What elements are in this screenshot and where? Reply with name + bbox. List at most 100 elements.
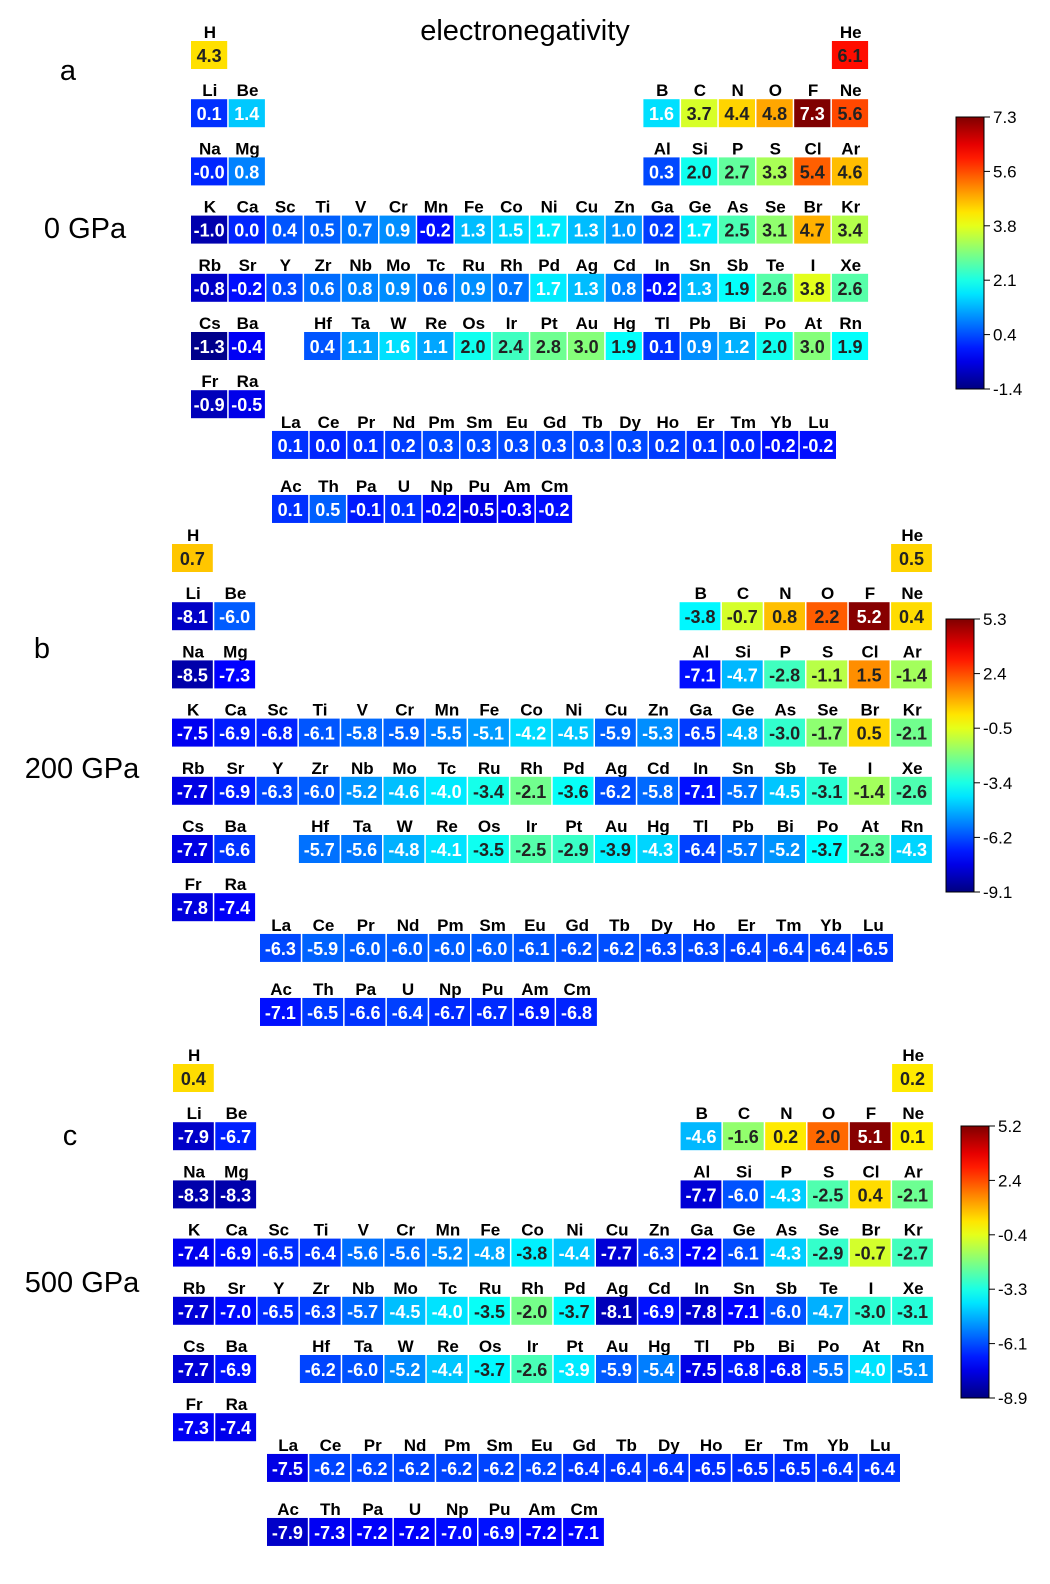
value-swatch	[556, 933, 597, 962]
value-swatch	[384, 1296, 426, 1325]
value-swatch	[215, 1296, 257, 1325]
value-swatch	[722, 1355, 764, 1383]
colorbar-tick-label: 0.4	[993, 326, 1017, 345]
element-symbol: Pa	[356, 477, 377, 496]
element-cell-V: V 0.7	[341, 198, 378, 244]
element-cell-Rh: Rh -2.1	[510, 759, 552, 805]
element-symbol: Cu	[605, 701, 628, 720]
element-value: 0.4	[272, 221, 297, 241]
element-cell-Na: Na -0.0	[191, 139, 228, 186]
element-cell-Kr: Kr -2.1	[891, 701, 932, 747]
colorbar-tick-label: 2.1	[993, 271, 1017, 290]
value-swatch	[595, 776, 636, 805]
element-cell-Kr: Kr -2.7	[892, 1221, 933, 1267]
element-value: 0.8	[347, 279, 372, 299]
element-value: 1.1	[347, 337, 372, 357]
element-symbol: Nd	[393, 413, 416, 432]
element-value: -6.9	[519, 1003, 550, 1023]
element-symbol: Sc	[275, 198, 296, 217]
element-symbol: Po	[818, 1337, 840, 1356]
value-swatch	[468, 776, 509, 805]
value-swatch	[794, 157, 831, 186]
element-value: -7.7	[177, 840, 208, 860]
value-swatch	[267, 1517, 308, 1546]
element-value: -6.3	[305, 1302, 336, 1322]
element-symbol: Sm	[486, 1436, 512, 1455]
value-swatch	[379, 215, 416, 244]
value-swatch	[426, 1296, 468, 1325]
element-value: -6.1	[728, 1244, 759, 1264]
value-swatch	[260, 997, 301, 1026]
value-swatch	[302, 933, 344, 962]
element-cell-W: W -4.8	[383, 817, 425, 863]
element-cell-Eu: Eu 0.3	[498, 413, 535, 459]
element-symbol: Al	[654, 139, 671, 158]
value-swatch	[498, 494, 535, 523]
element-symbol: Gd	[572, 1436, 596, 1455]
element-symbol: Mn	[424, 198, 449, 217]
element-value: -8.1	[601, 1302, 632, 1322]
value-swatch	[680, 1180, 722, 1209]
element-value: -2.8	[769, 665, 800, 685]
element-value: 0.1	[649, 337, 674, 357]
element-symbol: Tc	[427, 256, 446, 275]
value-swatch	[637, 835, 679, 863]
element-value: 1.5	[857, 665, 882, 685]
value-swatch	[191, 273, 228, 302]
element-value: 0.8	[772, 607, 797, 627]
element-cell-Sc: Sc -6.5	[257, 1221, 299, 1267]
element-value: 2.0	[815, 1127, 840, 1147]
element-symbol: Al	[693, 1162, 710, 1181]
colorbar-tick-label: -0.5	[983, 719, 1012, 738]
element-value: -7.7	[601, 1244, 632, 1264]
element-symbol: Li	[186, 584, 201, 603]
element-symbol: Rh	[500, 256, 523, 275]
element-symbol: Sb	[727, 256, 749, 275]
value-swatch	[681, 215, 718, 244]
element-cell-Pm: Pm -6.2	[436, 1436, 477, 1482]
value-swatch	[417, 273, 454, 302]
value-swatch	[272, 430, 309, 459]
element-cell-O: O 4.8	[756, 81, 793, 128]
value-swatch	[228, 273, 265, 302]
value-swatch	[721, 835, 763, 863]
value-swatch	[257, 1238, 299, 1267]
element-symbol: Lu	[808, 413, 829, 432]
value-swatch	[379, 332, 416, 360]
element-value: -8.5	[177, 665, 208, 685]
element-cell-Tl: Tl -7.5	[680, 1337, 722, 1383]
element-symbol: W	[397, 817, 414, 836]
value-swatch	[341, 273, 378, 302]
element-cell-W: W 1.6	[379, 314, 416, 360]
colorbar-tick-label: -0.4	[998, 1226, 1027, 1245]
element-symbol: Rb	[199, 256, 222, 275]
colorbar-tick-label: -6.2	[983, 828, 1012, 847]
value-swatch	[774, 1453, 816, 1482]
element-symbol: Bi	[778, 1337, 795, 1356]
value-swatch	[460, 430, 497, 459]
value-swatch	[299, 1296, 341, 1325]
element-symbol: Pt	[565, 817, 582, 836]
element-symbol: Am	[503, 477, 530, 496]
element-cell-Hg: Hg -5.4	[638, 1337, 680, 1383]
element-symbol: Ag	[605, 759, 628, 778]
element-cell-S: S -2.5	[807, 1162, 849, 1209]
value-swatch	[596, 1296, 637, 1325]
element-symbol: Fe	[464, 198, 484, 217]
element-symbol: As	[775, 1221, 797, 1240]
element-cell-Pb: Pb -6.8	[722, 1337, 764, 1383]
element-cell-Ge: Ge 1.7	[681, 198, 718, 244]
value-swatch	[892, 1355, 933, 1383]
element-value: -6.5	[307, 1003, 338, 1023]
value-swatch	[172, 776, 213, 805]
value-swatch	[530, 215, 567, 244]
element-symbol: Pm	[437, 916, 463, 935]
element-cell-Cs: Cs -7.7	[172, 817, 213, 863]
element-symbol: Hg	[648, 1337, 671, 1356]
element-symbol: Pd	[538, 256, 560, 275]
element-cell-H: H 0.4	[173, 1046, 214, 1092]
element-symbol: Pt	[541, 314, 558, 333]
element-value: -6.4	[772, 939, 803, 959]
element-value: -2.1	[515, 782, 546, 802]
element-value: 0.8	[611, 279, 636, 299]
